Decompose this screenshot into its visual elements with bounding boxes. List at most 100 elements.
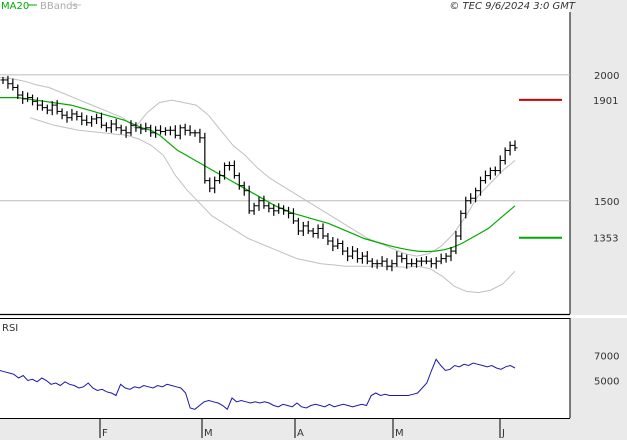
price-bar xyxy=(428,258,434,268)
price-bar xyxy=(374,259,380,269)
price-bar xyxy=(187,125,193,136)
price-bar xyxy=(167,126,173,136)
price-bar xyxy=(172,125,178,139)
price-bar xyxy=(443,253,449,263)
price-bar xyxy=(389,259,395,272)
price-bar xyxy=(473,187,479,203)
price-bar xyxy=(231,160,237,179)
price-bar xyxy=(512,140,518,151)
price-bar xyxy=(212,176,218,194)
price-bar xyxy=(251,202,257,215)
price-bar xyxy=(59,108,65,120)
price-bar xyxy=(433,257,439,269)
price-bar xyxy=(497,155,503,174)
price-bar xyxy=(463,196,469,219)
price-bar xyxy=(448,247,454,262)
price-bar xyxy=(5,75,11,89)
price-bars xyxy=(0,75,518,272)
price-bar xyxy=(89,115,95,127)
price-bar xyxy=(103,122,109,132)
price-bar xyxy=(305,220,311,234)
bbands-upper-line xyxy=(0,76,516,257)
bottom-axis-panel xyxy=(0,418,627,440)
price-bar xyxy=(487,167,493,180)
rsi-title: RSI xyxy=(2,323,18,334)
price-bar xyxy=(217,170,223,184)
price-bar xyxy=(98,112,104,129)
price-bar xyxy=(39,100,45,111)
price-bar xyxy=(128,120,134,136)
price-bar xyxy=(290,208,296,224)
price-bar xyxy=(404,254,410,269)
price-bar xyxy=(182,123,188,136)
bbands-lower-line xyxy=(29,117,516,294)
price-y-ticks: 2000 1500 xyxy=(594,71,619,208)
price-bar xyxy=(64,111,70,123)
price-bar xyxy=(84,115,90,126)
price-bar xyxy=(202,132,208,184)
price-bar xyxy=(138,123,144,135)
price-bar xyxy=(453,230,459,255)
price-bar xyxy=(256,196,262,211)
price-bar xyxy=(295,217,301,235)
rsi-y-ticks: 7000 5000 xyxy=(594,352,619,388)
price-bar xyxy=(414,258,420,268)
y-tick-label-2000: 2000 xyxy=(594,71,619,82)
x-tick-label: F xyxy=(102,428,108,439)
price-axis-panel xyxy=(570,0,627,315)
price-bar xyxy=(276,203,282,214)
y-tick-label-1500: 1500 xyxy=(594,197,619,208)
price-bar xyxy=(335,238,341,250)
level-label-1901: 1901 xyxy=(593,96,618,107)
price-bar xyxy=(423,256,429,265)
price-bar xyxy=(49,101,55,116)
level-label-1353: 1353 xyxy=(593,234,618,245)
price-bar xyxy=(143,122,149,133)
rsi-tick-label-7000: 7000 xyxy=(594,352,619,363)
x-tick-label: M xyxy=(204,428,213,439)
price-bar xyxy=(133,122,139,132)
price-bar xyxy=(492,166,498,176)
price-bar xyxy=(10,78,16,91)
price-bar xyxy=(482,170,488,184)
price-bar xyxy=(325,232,331,246)
price-bar xyxy=(330,236,336,252)
legend-ma20: MA20 xyxy=(1,1,29,12)
price-bar xyxy=(148,124,154,137)
price-bar xyxy=(113,118,119,131)
price-bar xyxy=(177,124,183,140)
rsi-tick-label-5000: 5000 xyxy=(594,377,619,388)
legend-bbands: BBands xyxy=(40,1,78,12)
price-bar xyxy=(226,161,232,171)
price-bar xyxy=(108,119,114,133)
price-bar xyxy=(44,104,50,115)
price-bar xyxy=(354,248,360,263)
rsi-axis-panel xyxy=(570,318,627,418)
price-bar xyxy=(123,126,129,138)
price-bar xyxy=(359,252,365,264)
price-bar xyxy=(286,206,292,219)
price-bar xyxy=(69,108,75,121)
price-bar xyxy=(458,210,464,241)
copyright-label: © TEC 9/6/2024 3:0 GMT xyxy=(449,1,576,12)
price-bar xyxy=(30,94,36,106)
price-bar xyxy=(261,195,267,209)
price-bar xyxy=(15,84,21,100)
price-bar xyxy=(158,125,164,135)
price-bar xyxy=(197,128,203,143)
price-bar xyxy=(192,129,198,137)
price-bar xyxy=(507,141,513,156)
price-bar xyxy=(345,247,351,262)
price-bar xyxy=(153,126,159,138)
price-levels: 1901 1353 xyxy=(519,96,618,245)
price-bar xyxy=(438,253,444,265)
price-bar xyxy=(478,176,484,196)
price-bar xyxy=(315,224,321,239)
price-bar xyxy=(320,223,326,240)
rsi-line xyxy=(0,358,516,411)
price-bar xyxy=(118,124,124,135)
x-tick-label: M xyxy=(395,428,404,439)
price-bar xyxy=(394,251,400,267)
x-tick-label: A xyxy=(297,428,304,439)
